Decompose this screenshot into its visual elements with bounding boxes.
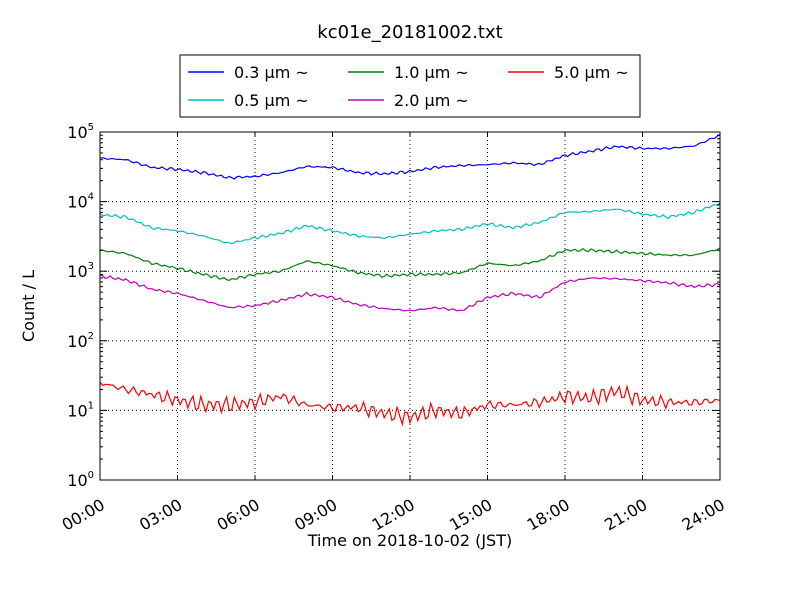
legend-label: 2.0 μm ~ (394, 91, 469, 110)
grid (100, 132, 720, 480)
legend: 0.3 μm ~ 0.5 μm ~ 1.0 μm ~ 2.0 μm ~ 5.0 μm ~ (179, 54, 641, 118)
legend-box (179, 54, 641, 118)
series-group (99, 134, 721, 427)
legend-label: 0.5 μm ~ (234, 91, 309, 110)
legend-label: 5.0 μm ~ (554, 63, 629, 82)
chart-title: kc01e_20181002.txt (317, 22, 502, 43)
series-line (99, 202, 721, 245)
series-line (99, 247, 721, 282)
y-tick-label: 102 (67, 331, 94, 351)
series-line (99, 381, 721, 427)
y-tick-label: 101 (67, 400, 94, 420)
y-tick-label: 103 (67, 261, 94, 281)
y-tick-label: 100 (67, 470, 94, 490)
y-tick-label: 105 (67, 122, 94, 142)
series-line (99, 274, 721, 312)
legend-label: 0.3 μm ~ (234, 63, 309, 82)
y-tick-label: 104 (67, 192, 94, 212)
x-axis-label: Time on 2018-10-02 (JST) (307, 531, 512, 550)
y-axis-label: Count / L (19, 270, 38, 342)
ticks (99, 131, 721, 481)
legend-label: 1.0 μm ~ (394, 63, 469, 82)
series-line (99, 134, 721, 180)
y-tick-labels: 100 101 102 103 104 105 (67, 122, 94, 490)
